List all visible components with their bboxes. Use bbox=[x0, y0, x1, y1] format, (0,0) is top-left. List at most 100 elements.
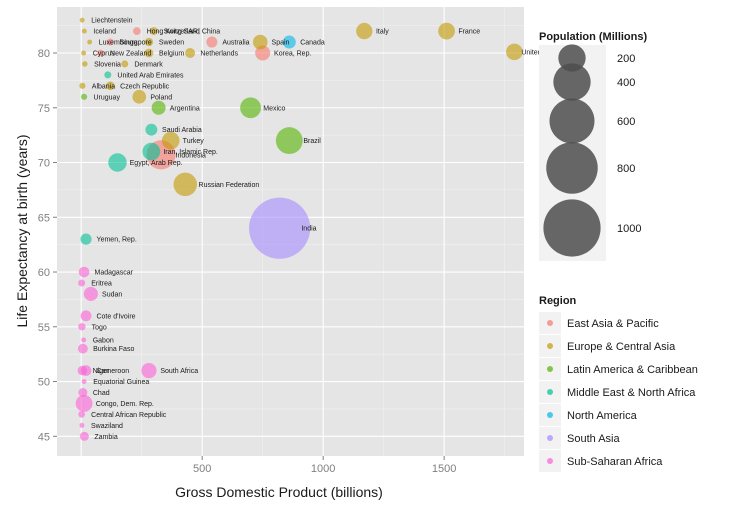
data-label: Czech Republic bbox=[120, 83, 170, 90]
color-legend-key bbox=[547, 366, 553, 372]
data-point bbox=[149, 27, 158, 36]
color-legend-key bbox=[547, 458, 553, 464]
data-label: Australia bbox=[222, 40, 249, 47]
data-label: Brazil bbox=[303, 138, 321, 145]
data-label: Italy bbox=[376, 29, 389, 36]
size-legend-label: 400 bbox=[617, 77, 635, 89]
data-label: Iran, Islamic Rep. bbox=[163, 149, 218, 156]
data-point bbox=[81, 337, 87, 343]
data-label: Equatorial Guinea bbox=[93, 379, 149, 386]
data-label: Chad bbox=[93, 390, 110, 397]
color-legend-label: Sub-Saharan Africa bbox=[567, 456, 663, 468]
data-point bbox=[185, 47, 196, 59]
data-point bbox=[81, 379, 87, 384]
x-axis-title: Gross Domestic Product (billions) bbox=[175, 484, 383, 500]
data-label: Poland bbox=[150, 94, 172, 101]
data-point bbox=[77, 365, 88, 376]
data-label: Belgium bbox=[159, 50, 184, 57]
data-label: Niger bbox=[93, 368, 110, 375]
data-label: Central African Republic bbox=[91, 412, 167, 419]
data-label: Yemen, Rep. bbox=[97, 237, 137, 244]
y-tick-label: 70 bbox=[38, 158, 50, 170]
data-label: Netherlands bbox=[200, 50, 238, 57]
data-label: Argentina bbox=[170, 105, 200, 112]
data-label: Mexico bbox=[263, 105, 285, 112]
data-label: Togo bbox=[92, 324, 107, 331]
data-point bbox=[151, 100, 166, 115]
data-point bbox=[81, 93, 88, 100]
data-label: Cyprus bbox=[93, 50, 116, 57]
data-point bbox=[240, 97, 262, 119]
data-point bbox=[75, 395, 93, 412]
data-point bbox=[78, 323, 86, 331]
data-label: Saudi Arabia bbox=[162, 127, 202, 134]
data-point bbox=[121, 60, 129, 68]
data-label: Swaziland bbox=[91, 423, 123, 430]
data-label: Turkey bbox=[183, 138, 205, 145]
data-point bbox=[104, 71, 112, 79]
data-point bbox=[252, 34, 268, 50]
data-point bbox=[81, 28, 87, 34]
data-point bbox=[275, 127, 303, 155]
y-axis-ticks: 45 50 55 60 65 70 75 80 bbox=[38, 48, 57, 443]
data-point bbox=[506, 43, 523, 61]
data-point bbox=[144, 37, 154, 47]
data-point bbox=[79, 82, 86, 89]
data-point bbox=[83, 286, 98, 301]
size-legend-label: 1000 bbox=[617, 223, 641, 235]
data-point bbox=[77, 343, 88, 354]
data-point bbox=[438, 22, 455, 40]
color-legend-key bbox=[547, 412, 553, 418]
data-label: Congo, Dem. Rep. bbox=[96, 401, 154, 408]
y-tick-label: 45 bbox=[38, 431, 50, 443]
data-label: Zambia bbox=[94, 434, 117, 441]
color-legend-label: Middle East & North Africa bbox=[567, 387, 696, 399]
data-point bbox=[132, 27, 141, 35]
size-legend-label: 200 bbox=[617, 53, 635, 65]
data-label: Burkina Faso bbox=[93, 346, 134, 353]
data-label: Sudan bbox=[102, 291, 122, 298]
data-point bbox=[80, 310, 92, 322]
data-point bbox=[78, 388, 88, 397]
data-point bbox=[97, 49, 104, 57]
color-legend-label: North America bbox=[567, 410, 638, 422]
data-label: South Africa bbox=[160, 368, 198, 375]
data-point bbox=[282, 35, 296, 49]
data-label: Cote d'Ivoire bbox=[96, 313, 135, 320]
data-point bbox=[144, 48, 154, 58]
data-point bbox=[173, 172, 198, 197]
data-label: Slovenia bbox=[94, 61, 121, 68]
size-legend-key bbox=[543, 199, 601, 257]
data-label: Madagascar bbox=[94, 270, 133, 277]
color-legend-title: Region bbox=[539, 295, 577, 307]
data-label: Gabon bbox=[93, 337, 114, 344]
data-point bbox=[249, 197, 311, 259]
data-point bbox=[78, 279, 86, 287]
y-tick-label: 65 bbox=[38, 212, 50, 224]
data-label: Switzerland bbox=[164, 29, 200, 36]
size-legend-title: Population (Millions) bbox=[539, 31, 647, 43]
data-point bbox=[82, 61, 88, 67]
color-legend-label: Europe & Central Asia bbox=[567, 341, 676, 353]
data-label: Eritrea bbox=[91, 280, 112, 287]
data-label: Korea, Rep. bbox=[274, 50, 311, 57]
data-label: Denmark bbox=[134, 61, 163, 68]
data-point bbox=[108, 153, 127, 172]
data-label: Canada bbox=[300, 40, 325, 47]
data-point bbox=[78, 266, 90, 278]
color-legend-label: East Asia & Pacific bbox=[567, 318, 659, 330]
data-point bbox=[206, 36, 218, 48]
x-tick-label: 500 bbox=[193, 463, 211, 475]
data-label: Russian Federation bbox=[199, 182, 260, 189]
data-point bbox=[161, 131, 180, 150]
data-labels: Liechtenstein Iceland Hong Kong SAR, China… bbox=[91, 18, 571, 441]
size-legend-label: 800 bbox=[617, 163, 635, 175]
data-point bbox=[79, 431, 89, 441]
color-legend-key bbox=[547, 435, 553, 441]
data-label: Spain bbox=[272, 40, 290, 47]
y-tick-label: 60 bbox=[38, 267, 50, 279]
data-point bbox=[79, 422, 85, 428]
size-legend: 200 400 600 800 1000 bbox=[543, 44, 641, 257]
data-label: Luxembourg bbox=[99, 40, 138, 47]
